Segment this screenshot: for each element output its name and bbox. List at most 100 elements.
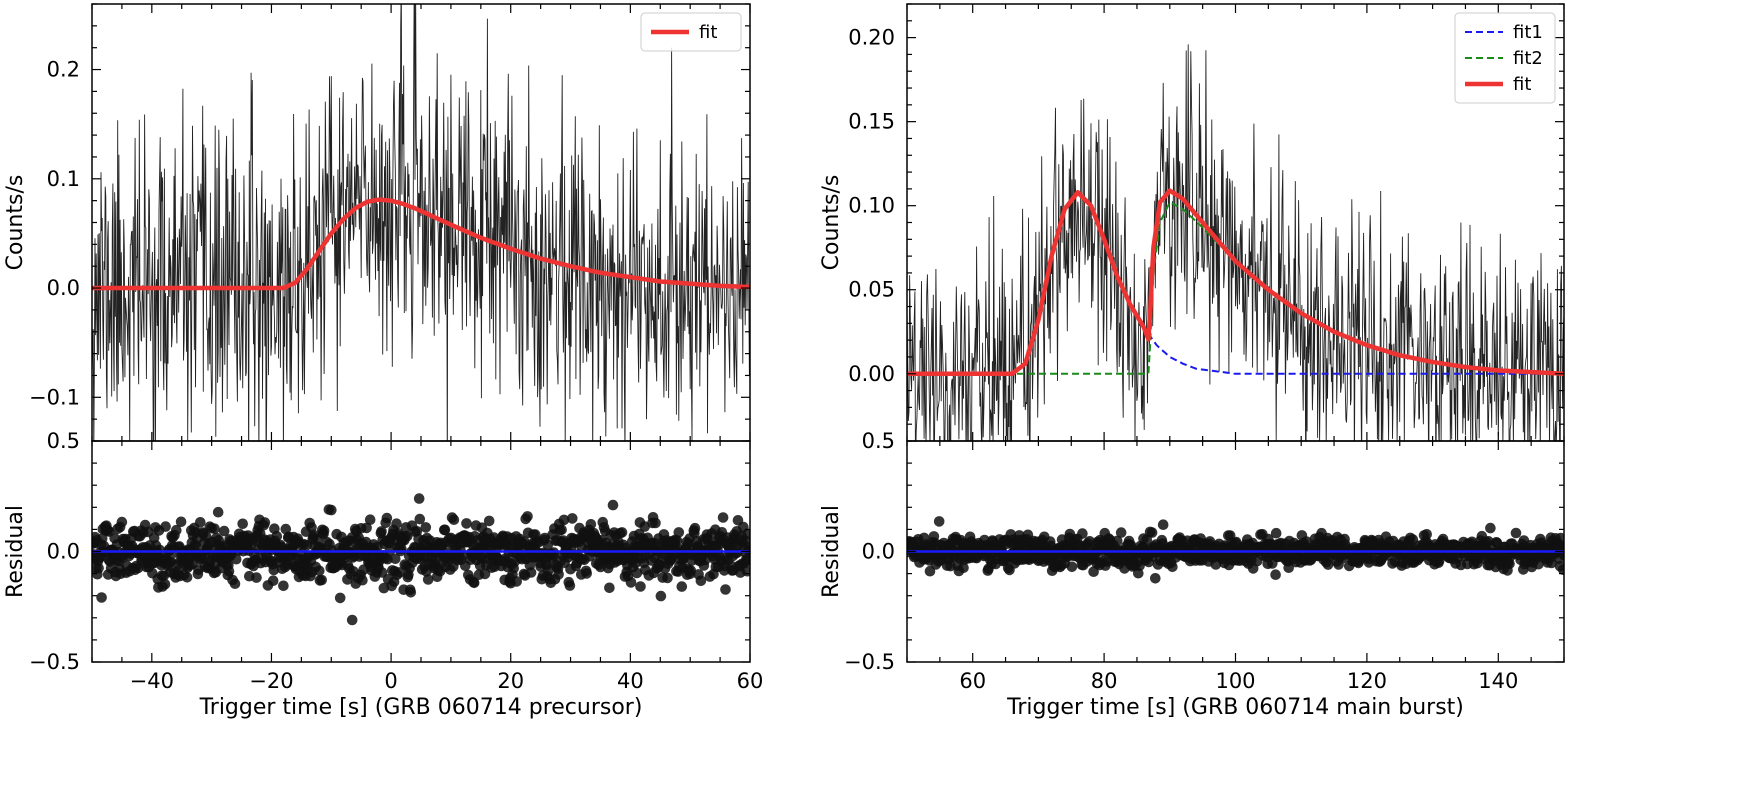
x-axis-label: Trigger time [s] (GRB 060714 main burst) xyxy=(1006,695,1464,720)
legend-label-fit1: fit1 xyxy=(1513,22,1543,43)
residual-point xyxy=(542,539,554,551)
residual-point xyxy=(1157,519,1169,530)
residual-point xyxy=(607,499,619,511)
residual-point xyxy=(267,575,279,586)
residual-point xyxy=(381,512,393,524)
x-tick-label: 140 xyxy=(1478,669,1518,693)
residual-point xyxy=(1115,527,1127,538)
residual-point xyxy=(376,567,388,578)
residual-point xyxy=(671,535,683,546)
x-tick-label: 40 xyxy=(617,669,644,693)
residual-point xyxy=(933,516,945,527)
residual-point xyxy=(1558,564,1564,575)
residual-point xyxy=(414,513,426,525)
residual-point xyxy=(195,517,206,528)
residual-point xyxy=(479,568,491,580)
residual-point xyxy=(673,527,685,538)
y-tick-label: 0.10 xyxy=(848,194,895,218)
residual-point xyxy=(420,522,432,533)
residual-point xyxy=(361,522,372,534)
x-tick-label: −40 xyxy=(130,669,174,693)
residual-point xyxy=(181,572,193,583)
residual-point xyxy=(326,504,337,516)
residual-point xyxy=(93,562,104,574)
y-axis-label-top: Counts/s xyxy=(3,175,28,271)
residual-point xyxy=(116,516,128,528)
residual-point xyxy=(237,518,248,530)
residual-point xyxy=(405,587,417,598)
x-tick-label: 100 xyxy=(1215,669,1255,693)
residual-point xyxy=(558,514,570,526)
residual-point xyxy=(625,577,637,588)
residual-point xyxy=(604,582,615,594)
x-tick-label: 60 xyxy=(737,669,764,693)
residual-point xyxy=(522,511,533,522)
y-axis-label-bottom: Residual xyxy=(819,505,844,598)
residual-point xyxy=(616,527,628,538)
residual-point xyxy=(230,553,242,565)
residual-point xyxy=(717,512,729,523)
residual-point xyxy=(1555,532,1564,544)
residual-points xyxy=(907,516,1564,584)
residual-point xyxy=(511,576,522,587)
residual-point xyxy=(556,524,567,536)
residual-point xyxy=(1066,561,1078,573)
residual-point xyxy=(391,518,402,529)
residual-point xyxy=(695,575,707,587)
residual-point xyxy=(448,514,460,525)
y-tick-label: 0.15 xyxy=(848,110,895,134)
legend-label-fit2: fit2 xyxy=(1513,48,1543,69)
y-tick-label: 0.20 xyxy=(848,26,895,50)
residual-point xyxy=(251,572,262,583)
y-tick-label: 0.1 xyxy=(47,167,80,191)
residual-point xyxy=(457,550,468,561)
residual-point xyxy=(314,565,325,577)
residual-point xyxy=(650,517,661,529)
y-tick-label: −0.5 xyxy=(29,650,80,674)
legend-box xyxy=(1454,12,1556,104)
y-tick-label: 0.0 xyxy=(47,276,80,300)
residual-point xyxy=(422,574,434,585)
residual-point xyxy=(1270,527,1282,539)
residual-point xyxy=(483,515,495,527)
residual-point xyxy=(96,592,107,603)
y-tick-label: 0.5 xyxy=(862,429,895,453)
residual-point xyxy=(1077,528,1088,539)
residual-point xyxy=(1421,529,1432,540)
residual-point xyxy=(218,525,230,537)
residual-point xyxy=(553,569,564,580)
residual-point xyxy=(958,562,969,573)
residual-point xyxy=(1485,522,1496,534)
residual-point xyxy=(655,590,667,602)
residual-point xyxy=(461,518,472,529)
legend: fit1 fit2 fit xyxy=(1454,12,1556,104)
residual-point xyxy=(631,567,643,579)
y-tick-label: −0.1 xyxy=(29,385,80,409)
y-tick-label: 0.00 xyxy=(848,362,895,386)
residual-point xyxy=(567,513,578,524)
residual-point xyxy=(1111,535,1123,547)
legend-label-fit: fit xyxy=(1513,74,1531,95)
residual-point xyxy=(357,574,368,586)
residual-point xyxy=(278,580,289,592)
residual-point xyxy=(364,514,376,525)
y-tick-label: 0.2 xyxy=(47,58,80,82)
residual-point xyxy=(720,584,731,595)
y-axis-label-top: Counts/s xyxy=(819,175,844,271)
residual-point xyxy=(1167,561,1178,573)
y-tick-label: 0.0 xyxy=(47,540,80,564)
residual-point xyxy=(543,565,554,576)
data-lightcurve xyxy=(907,44,1564,441)
legend: fit xyxy=(640,12,742,52)
residual-point xyxy=(689,522,701,534)
residual-point xyxy=(1510,527,1522,539)
residual-point xyxy=(1146,527,1158,538)
x-tick-label: −20 xyxy=(249,669,293,693)
residual-point xyxy=(229,578,241,589)
residual-point xyxy=(171,524,182,536)
residual-point xyxy=(346,614,358,626)
residual-point xyxy=(401,530,413,542)
data-lightcurve xyxy=(92,4,750,441)
